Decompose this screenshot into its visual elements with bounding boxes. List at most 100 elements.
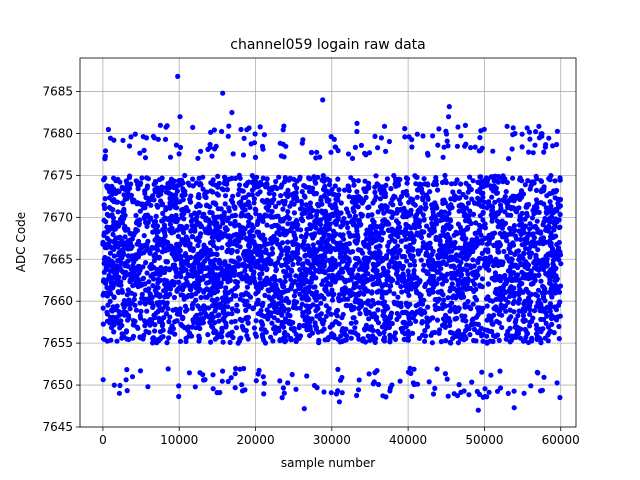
data-point — [447, 288, 453, 294]
data-point — [141, 233, 147, 239]
data-point — [230, 199, 236, 205]
data-point — [539, 187, 545, 193]
data-point — [373, 244, 379, 250]
data-point — [428, 280, 434, 286]
data-point — [104, 260, 110, 266]
data-point — [172, 331, 178, 337]
data-point — [152, 271, 158, 277]
data-point — [240, 298, 247, 304]
data-point — [478, 128, 484, 134]
data-point — [386, 239, 392, 245]
data-point — [557, 252, 564, 258]
data-point — [299, 301, 305, 307]
data-point — [150, 223, 156, 229]
data-point — [534, 218, 540, 224]
data-point — [227, 339, 233, 345]
data-point — [557, 394, 563, 401]
data-point — [167, 195, 173, 201]
data-point — [435, 142, 441, 148]
data-point — [554, 219, 560, 225]
data-point — [284, 252, 290, 258]
data-point — [260, 300, 266, 306]
data-point — [278, 294, 284, 300]
data-point — [141, 205, 147, 211]
data-point — [479, 250, 485, 256]
data-point — [494, 178, 500, 184]
data-point — [142, 155, 149, 161]
data-point — [292, 288, 298, 294]
data-point — [239, 213, 245, 219]
data-point — [212, 182, 219, 188]
data-point — [470, 278, 476, 284]
data-point — [224, 263, 231, 269]
data-point — [271, 275, 277, 281]
data-point — [509, 231, 516, 237]
data-point — [299, 140, 305, 146]
data-point — [446, 210, 452, 216]
data-point — [488, 183, 494, 189]
data-point — [293, 305, 299, 311]
data-point — [235, 234, 241, 240]
data-point — [280, 206, 286, 212]
data-point — [526, 295, 532, 301]
data-point — [246, 219, 252, 225]
data-point — [515, 330, 522, 337]
data-point — [379, 324, 385, 330]
data-point — [405, 268, 411, 274]
data-point — [223, 293, 229, 300]
data-point — [195, 303, 201, 309]
data-point — [452, 264, 458, 271]
data-point — [160, 327, 166, 333]
data-point — [374, 268, 380, 274]
data-point — [134, 218, 141, 224]
data-point — [511, 388, 517, 394]
data-point — [552, 274, 559, 280]
data-point — [104, 290, 110, 296]
data-point — [433, 203, 439, 209]
data-point — [170, 182, 176, 188]
data-point — [447, 302, 453, 308]
data-point — [554, 128, 561, 134]
data-point — [469, 379, 475, 385]
data-point — [210, 386, 216, 392]
data-point — [330, 292, 336, 298]
data-point — [348, 219, 354, 225]
data-point — [480, 194, 486, 200]
data-point — [253, 378, 259, 384]
data-point — [194, 277, 201, 283]
data-point — [158, 334, 164, 341]
data-point — [182, 251, 189, 257]
data-point — [528, 383, 534, 389]
data-point — [285, 239, 291, 245]
data-point — [137, 300, 143, 306]
data-point — [241, 231, 247, 237]
data-point — [330, 238, 337, 244]
data-point — [208, 260, 214, 266]
data-point — [203, 215, 209, 221]
x-axis-label: sample number — [281, 456, 375, 470]
data-point — [528, 275, 534, 281]
data-point — [418, 181, 424, 188]
data-point — [281, 123, 287, 129]
data-point — [346, 230, 352, 236]
data-point — [375, 320, 382, 326]
data-point — [362, 325, 368, 331]
data-point — [102, 175, 108, 181]
data-point — [259, 266, 265, 272]
data-point — [340, 269, 346, 275]
data-point — [387, 332, 393, 338]
data-point — [350, 315, 356, 321]
data-point — [271, 239, 277, 245]
data-point — [250, 225, 256, 231]
data-point — [473, 338, 479, 344]
data-point — [338, 297, 344, 303]
data-point — [215, 313, 221, 319]
data-point — [547, 304, 554, 310]
data-point — [209, 240, 215, 246]
data-point — [556, 336, 562, 342]
data-point — [470, 257, 476, 263]
data-point — [375, 236, 381, 242]
data-point — [468, 145, 474, 151]
data-point — [448, 270, 454, 277]
data-point — [327, 248, 333, 255]
